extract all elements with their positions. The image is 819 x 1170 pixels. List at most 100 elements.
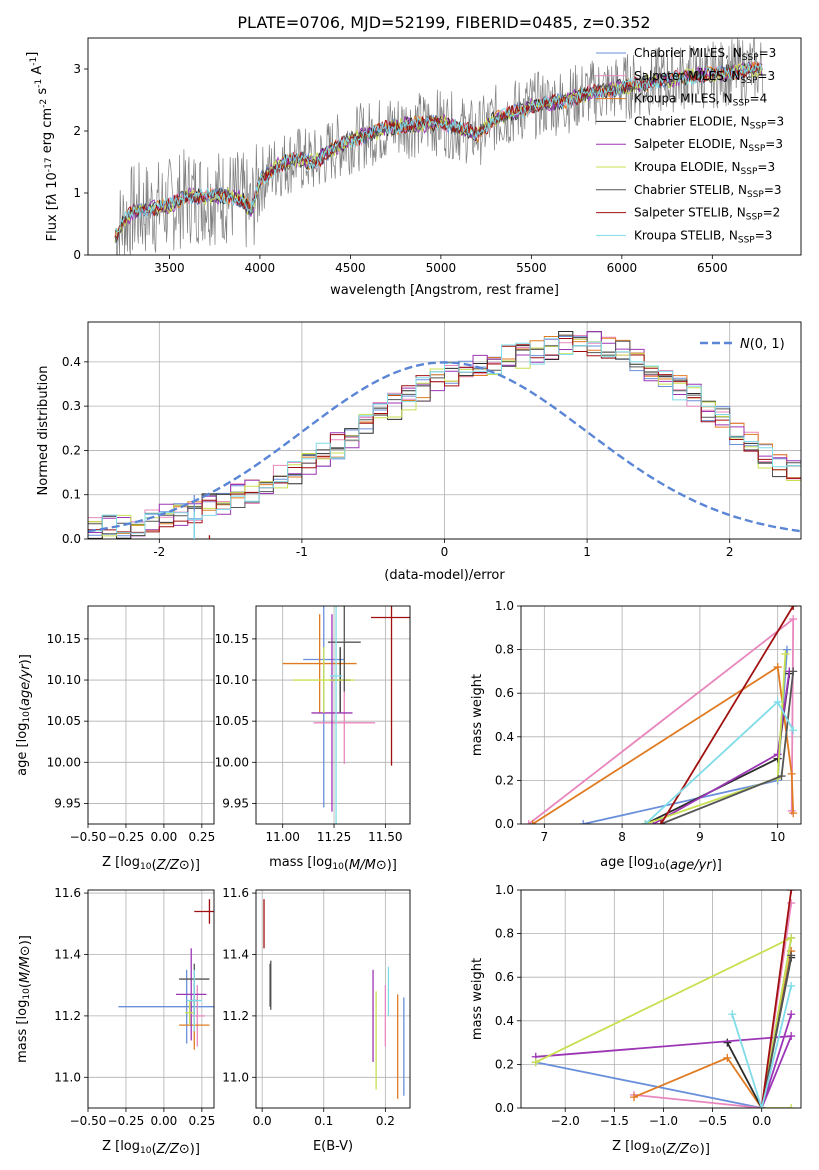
weight-line-kroupa-miles [532, 665, 795, 824]
y-tick-label: 10.15 [47, 632, 81, 646]
y-tick-label: 11.0 [222, 1070, 249, 1084]
legend-label: Salpeter STELIB, NSSP=2 [634, 206, 780, 223]
weight-marker-salpeter-miles [524, 820, 533, 824]
y-tick-label: 1.0 [495, 599, 514, 613]
legend-label: Chabrier STELIB, NSSP=3 [634, 183, 782, 200]
y-axis-label: age [log10(age/yr)] [15, 654, 33, 776]
weight-marker-kroupa-stelib [789, 726, 798, 735]
weight-line-chabrier-stelib [760, 955, 793, 1108]
y-tick-label: 0.4 [62, 355, 81, 369]
weight-marker-kroupa-stelib [728, 1010, 737, 1019]
x-tick-label: -2 [153, 545, 165, 559]
weight-marker-salpeter-stelib [657, 820, 665, 824]
legend-label: Salpeter ELODIE, NSSP=3 [634, 137, 783, 154]
x-tick-label: −0.5 [698, 1114, 727, 1128]
x-axis-label: Z [log10(Z/Z⊙)] [102, 1139, 200, 1157]
weight-marker-kroupa-stelib [773, 697, 782, 706]
y-tick-label: 3 [73, 62, 81, 76]
residuals-panel: -2 -1 0 1 2 0.0 0.1 0.2 0.3 0.4 N(0, 1) (data-model… [36, 321, 802, 583]
weight-marker-salpeter-miles [789, 615, 798, 624]
x-tick-label: 11.50 [368, 830, 402, 844]
figure-title: PLATE=0706, MJD=52199, FIBERID=0485, z=0… [237, 13, 650, 32]
weight-marker-kroupa-elodie [531, 1058, 540, 1067]
weight-marker-kroupa-elodie [787, 933, 796, 942]
y-tick-label: 0.3 [62, 399, 81, 413]
x-tick-label: −0.50 [70, 1114, 107, 1128]
axes-frame [520, 889, 802, 1109]
data-spectrum-line [114, 38, 764, 255]
y-axis-label: mass weight [470, 674, 485, 756]
y-tick-label: 11.2 [54, 1009, 81, 1023]
legend-label: N(0, 1) [740, 337, 785, 352]
x-axis-label: (data-model)/error [384, 568, 505, 583]
y-tick-label: 0.1 [62, 488, 81, 502]
weight-marker-kroupa-elodie [787, 1104, 796, 1108]
y-tick-label: 11.4 [54, 947, 81, 961]
x-tick-label: -1 [296, 545, 308, 559]
weight-marker-salpeter-stelib [789, 606, 798, 610]
y-tick-label: 0 [73, 248, 81, 262]
axes-frame [255, 889, 411, 1109]
weight-line-kroupa-elodie [535, 936, 793, 1108]
model-line-salpeter-stelib [114, 61, 763, 241]
axes-frame [87, 889, 215, 1109]
y-tick-label: 11.6 [54, 886, 81, 900]
y-tick-label: 10.00 [215, 755, 249, 769]
legend-label: Kroupa STELIB, NSSP=3 [634, 228, 772, 245]
weight-vs-Z-panel: −2.0 −1.5 −1.0 −0.5 0.0 0.0 0.2 0.4 0.6 0.8 1.0 Z [… [470, 883, 802, 1157]
x-tick-label: 6000 [607, 261, 638, 275]
y-tick-label: 10.15 [215, 632, 249, 646]
x-axis-label: Z [log10(Z/Z⊙)] [102, 855, 200, 873]
x-axis-label: wavelength [Angstrom, rest frame] [330, 283, 559, 298]
x-tick-label: 1 [583, 545, 591, 559]
x-axis-label: age [log10(age/yr)] [600, 855, 722, 873]
x-tick-label: 4000 [245, 261, 276, 275]
weight-marker-kroupa-miles [629, 1093, 638, 1102]
x-tick-label: −2.0 [551, 1114, 580, 1128]
age-vs-mass-panel: 11.00 11.25 11.50 9.95 10.00 10.05 10.10 10.15 m… [215, 605, 411, 873]
weight-marker-salpeter-stelib [787, 890, 796, 894]
y-tick-label: 11.0 [54, 1070, 81, 1084]
weight-marker-chabrier-stelib [787, 951, 796, 960]
y-tick-label: 10.00 [47, 755, 81, 769]
x-tick-label: 0.1 [314, 1114, 333, 1128]
weight-line-kroupa-stelib [731, 985, 793, 1108]
y-tick-label: 0.8 [495, 643, 514, 657]
y-tick-label: 0.0 [495, 817, 514, 831]
weight-marker-kroupa-stelib [787, 981, 796, 990]
x-tick-label: −0.50 [70, 830, 107, 844]
legend-label: Salpeter MILES, NSSP=3 [634, 69, 775, 86]
x-tick-label: 2 [726, 545, 734, 559]
panels: 3500 4000 4500 5000 5500 6000 6500 0 1 2 3 Chabrier… [15, 37, 802, 1157]
x-tick-label: 5500 [516, 261, 547, 275]
y-tick-label: 10.10 [47, 673, 81, 687]
weight-marker-chabrier-stelib [789, 667, 798, 676]
y-tick-label: 0.4 [495, 1014, 514, 1028]
y-axis-label: Flux [fλ 10-17 erg cm-2 s-1 A-1] [25, 52, 60, 242]
x-tick-label: 0.00 [151, 1114, 178, 1128]
y-tick-label: 1.0 [495, 883, 514, 897]
y-tick-label: 0.2 [495, 773, 514, 787]
axes-frame [520, 605, 802, 825]
weight-marker-kroupa-miles [787, 769, 796, 778]
mass-vs-EBV-panel: 0.0 0.1 0.2 11.0 11.2 11.4 11.6 E(B-V) [222, 886, 411, 1154]
x-axis-label: mass [log10(M/M⊙)] [269, 855, 397, 873]
normal-curve-line [88, 361, 801, 533]
x-tick-label: 10 [770, 830, 785, 844]
y-tick-label: 0.0 [62, 532, 81, 546]
age-vs-Z-panel: −0.50 −0.25 0.00 0.25 9.95 10.00 10.05 10.10 10.… [15, 494, 215, 873]
legend-label: Kroupa ELODIE, NSSP=3 [634, 160, 775, 177]
axes-frame [255, 605, 411, 825]
mass-vs-Z-panel: −0.50 −0.25 0.00 0.25 11.0 11.2 11.4 11.6 Z [log… [15, 886, 215, 1157]
x-tick-label: 11.25 [317, 830, 351, 844]
y-tick-label: 0.0 [495, 1101, 514, 1115]
x-tick-label: −1.0 [649, 1114, 678, 1128]
weight-marker-kroupa-miles [723, 1053, 732, 1062]
weight-marker-kroupa-miles [773, 663, 782, 672]
y-tick-label: 0.8 [495, 927, 514, 941]
y-tick-label: 9.95 [222, 796, 249, 810]
weight-marker-salpeter-elodie [787, 1010, 796, 1019]
weight-vs-age-panel: 7 8 9 10 0.0 0.2 0.4 0.6 0.8 1.0 age [log10(age/yr… [470, 599, 802, 873]
x-tick-label: 9 [696, 830, 704, 844]
weight-marker-salpeter-elodie [773, 750, 782, 759]
